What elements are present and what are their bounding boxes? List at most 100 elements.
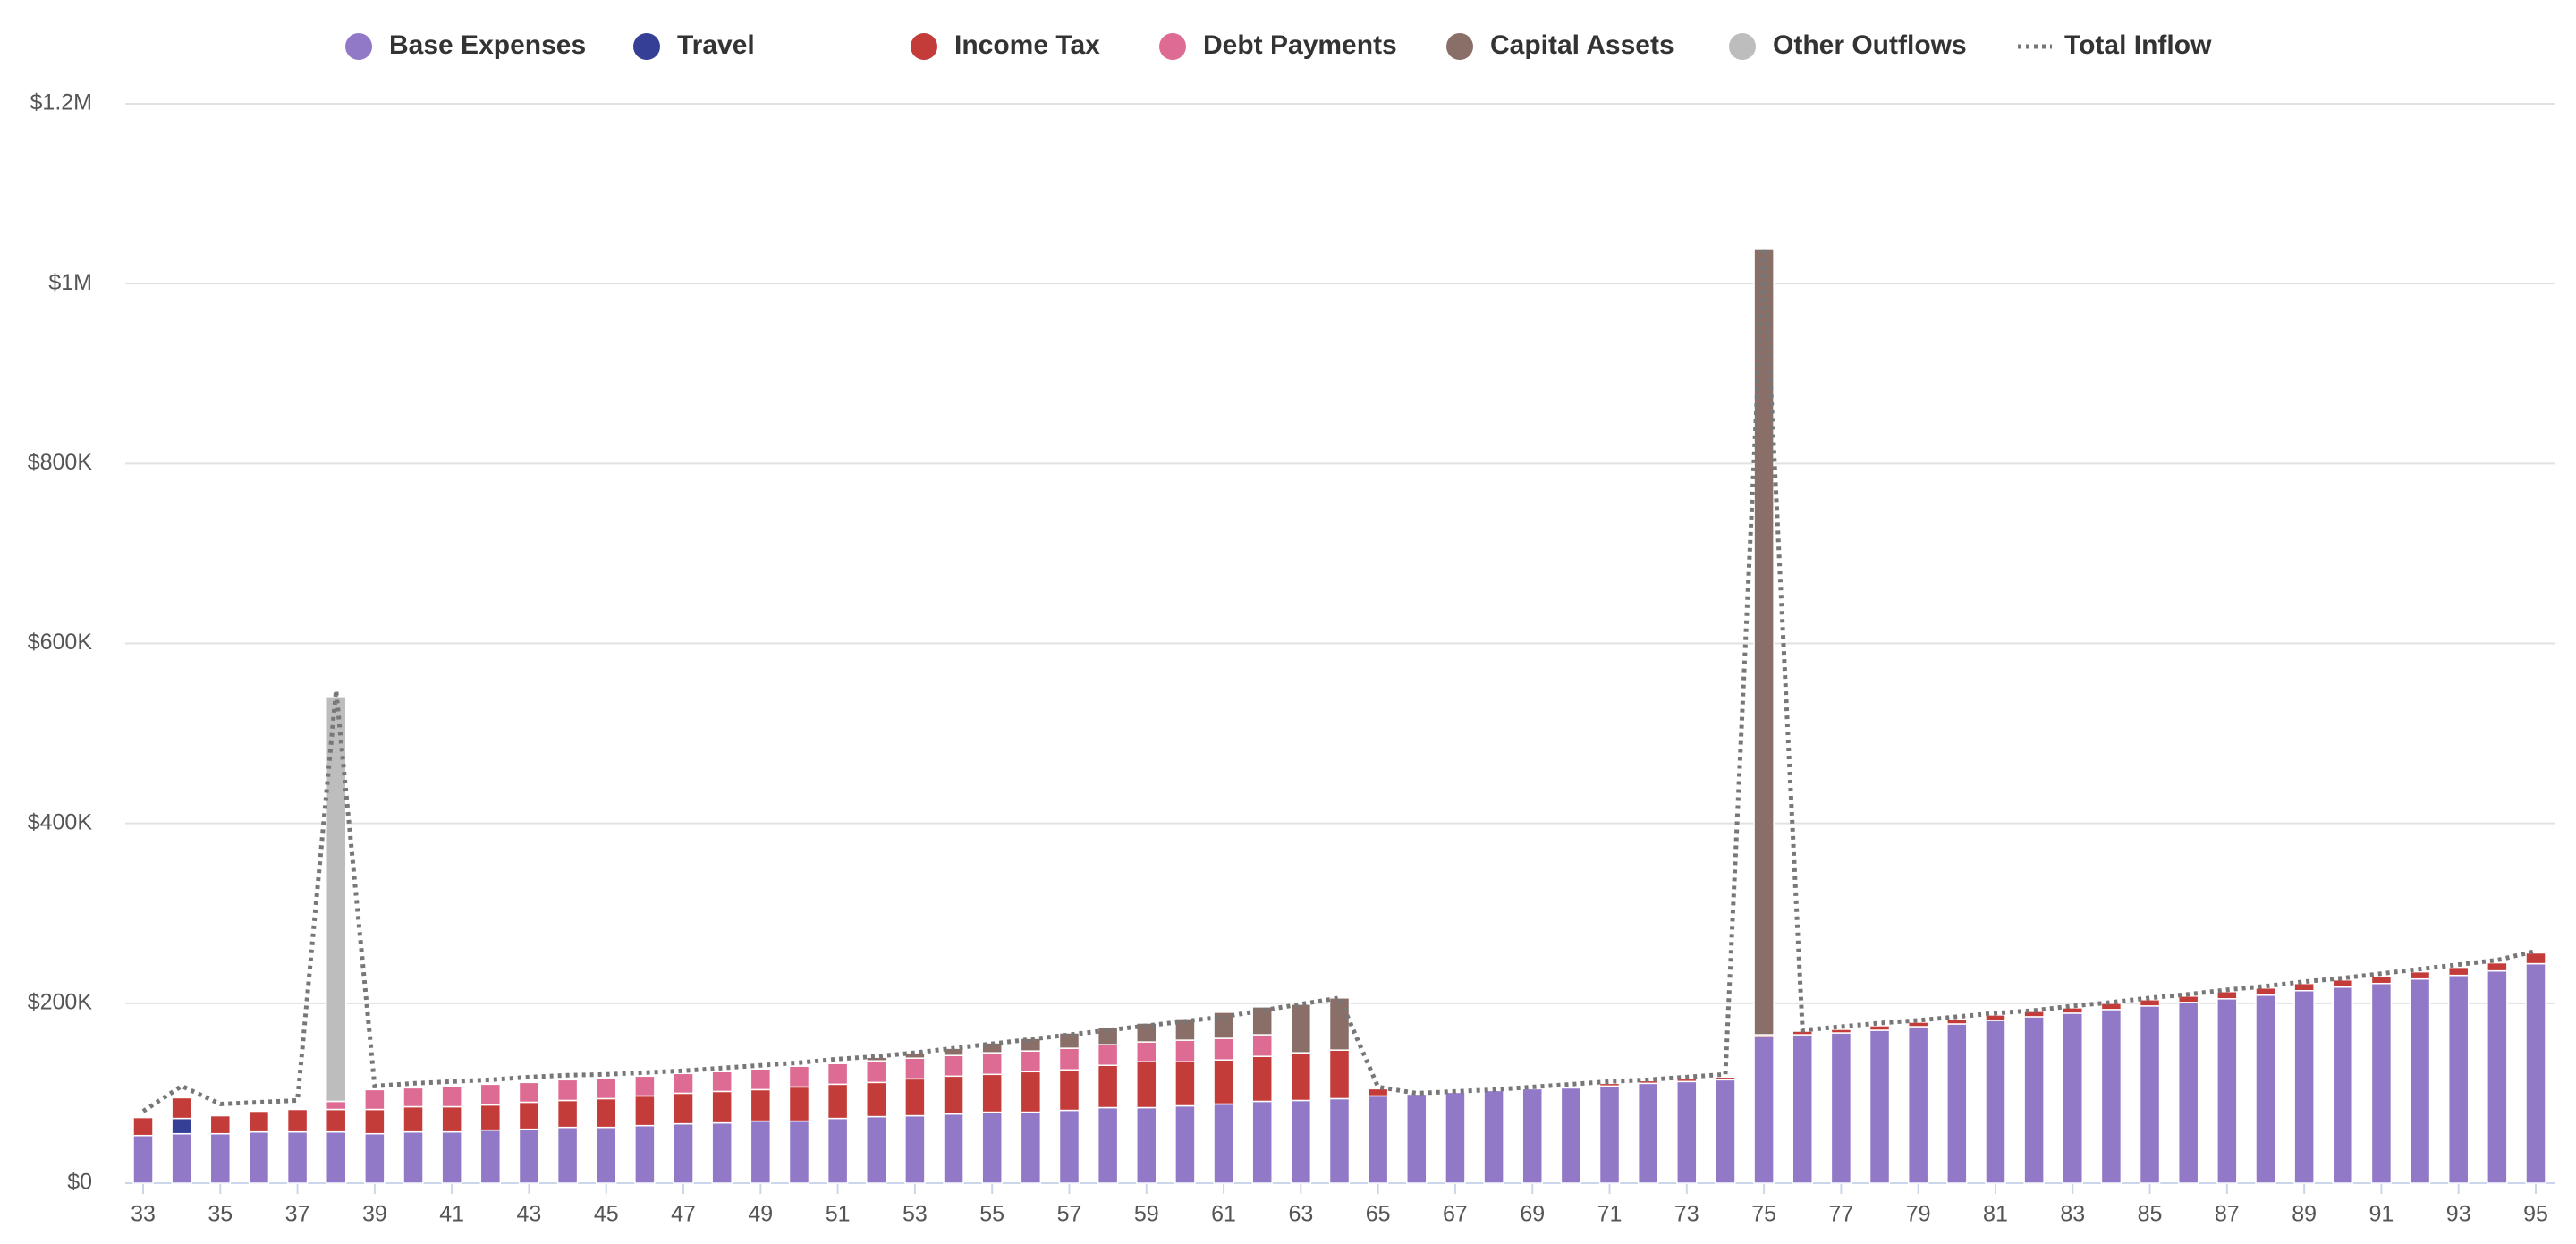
bar-segment [1020,1050,1042,1073]
bar-segment [1290,1003,1312,1054]
bar-segment [826,1062,849,1086]
bar-segment [2023,1016,2045,1184]
legend-symbol [1159,33,1186,60]
bar-segment [1174,1061,1196,1107]
bar-segment [1985,1020,2006,1184]
bar-segment [1676,1080,1698,1184]
bar-segment [634,1124,656,1184]
line-series [141,247,2537,1113]
bar-segment [1830,1032,1852,1184]
bar-segment [209,1114,232,1135]
bar-segment [1020,1071,1042,1113]
bar-segment [2525,962,2546,1184]
bar-segment [2255,994,2276,1184]
bar-segment [866,1056,887,1062]
bar-segment [248,1110,270,1133]
x-tick-label: 95 [2523,1202,2548,1227]
bar-segment [1367,1087,1389,1097]
bar-segment [673,1092,694,1125]
bar-segment [1290,1052,1312,1102]
bar-segment [788,1086,810,1122]
bar-segment [673,1122,694,1184]
x-tick-label: 49 [748,1202,773,1227]
bar-segment [1328,997,1351,1051]
bar-segment [1174,1018,1196,1041]
x-tick-label: 91 [2369,1202,2394,1227]
bar-segment [171,1096,192,1120]
bar-segment [981,1052,1003,1076]
bar-segment [1136,1106,1157,1184]
bar-segment [209,1132,232,1184]
bar-segment [2293,982,2315,992]
bar-segment [1715,1079,1736,1184]
bar-segment [711,1071,733,1093]
bar-segment [1213,1103,1234,1184]
bar-segment [711,1121,733,1184]
x-tick-label: 73 [1674,1202,1699,1227]
bar-segment [2062,1007,2084,1014]
bar-segment [788,1065,810,1088]
bar-segment [943,1054,964,1078]
bar-segment [171,1117,192,1135]
bar-segment [518,1128,540,1184]
bar-segment [2409,977,2431,1184]
bar-segment [750,1068,772,1091]
x-tick-label: 69 [1520,1202,1545,1227]
legend-label: Capital Assets [1490,30,1674,60]
bar-segment [1213,1037,1234,1061]
legend-symbol [633,33,660,60]
x-tick-label: 87 [2215,1202,2240,1227]
bar-segment [325,1100,347,1111]
bar-segment [441,1105,462,1133]
bar-segment [2139,999,2161,1007]
bar-segment [2525,952,2546,965]
bar-segment [1946,1019,1968,1025]
bar-segment [1637,1082,1659,1184]
bar-segment [556,1126,579,1184]
bar-segment [866,1060,887,1084]
bar-segment [325,1108,347,1133]
bar-segment [1290,1099,1312,1184]
x-tick-label: 53 [902,1202,928,1227]
bar-segment [286,1108,309,1133]
bar-segment [132,1134,154,1184]
x-tick-label: 63 [1288,1202,1313,1227]
bar-segment [1483,1089,1504,1184]
bar-segment [904,1078,926,1117]
bar-segment [364,1132,386,1184]
bar-segment [826,1083,849,1120]
x-tick-label: 83 [2060,1202,2085,1227]
bar-segment [2139,1005,2161,1184]
bar-segment [2487,969,2508,1184]
bar-segment [981,1073,1003,1113]
bar-segment [2487,961,2508,972]
bar-segment [1560,1087,1582,1184]
bar-segment [2177,1002,2199,1184]
bar-segment [441,1130,462,1184]
x-tick-label: 33 [131,1202,156,1227]
bar-segment [595,1097,617,1129]
y-tick-label: $200K [28,989,93,1014]
bar-segment [1174,1104,1196,1184]
bar-segment [1136,1022,1157,1043]
bar-segment [788,1120,810,1184]
x-tick-label: 89 [2292,1202,2317,1227]
bar-segment [2447,974,2470,1184]
bar-segment [479,1129,502,1184]
bar-segment [1058,1109,1080,1184]
x-tick-label: 65 [1366,1202,1391,1227]
legend-label: Travel [677,30,755,60]
bar-segment [904,1057,926,1080]
bar-segment [248,1130,270,1184]
bar-segment [1753,1036,1775,1184]
bar-segment [750,1088,772,1122]
bar-segment [1830,1028,1852,1034]
bar-segment [2332,986,2354,1184]
bar-segment [1328,1049,1351,1100]
bar-segment [1251,1055,1273,1103]
bar-segment [2447,966,2470,977]
legend-symbol [1446,33,1473,60]
x-tick-label: 71 [1597,1202,1623,1227]
bar-segment [1328,1097,1351,1184]
bar-segment [634,1095,656,1127]
